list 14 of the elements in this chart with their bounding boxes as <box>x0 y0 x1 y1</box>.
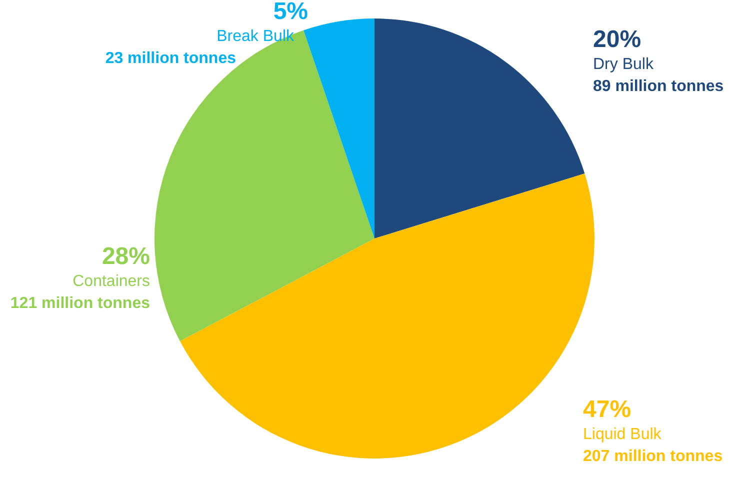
slice-label: Containers <box>72 273 150 290</box>
slice-label: Dry Bulk <box>593 56 654 73</box>
slice-label: Liquid Bulk <box>583 426 662 443</box>
text: 28% <box>102 243 150 270</box>
slice-label: Break Bulk <box>216 28 295 45</box>
pie-slice <box>374 18 585 238</box>
data-label: 207 million tonnes <box>583 448 723 465</box>
data-label: 23 million tonnes <box>105 50 236 67</box>
text: 47% <box>583 396 632 423</box>
pie-slice <box>304 18 374 238</box>
data-label: 89 million tonnes <box>593 78 724 95</box>
data-label: 121 million tonnes <box>10 295 150 312</box>
text: 20% <box>593 26 642 53</box>
text: 5% <box>273 0 308 25</box>
